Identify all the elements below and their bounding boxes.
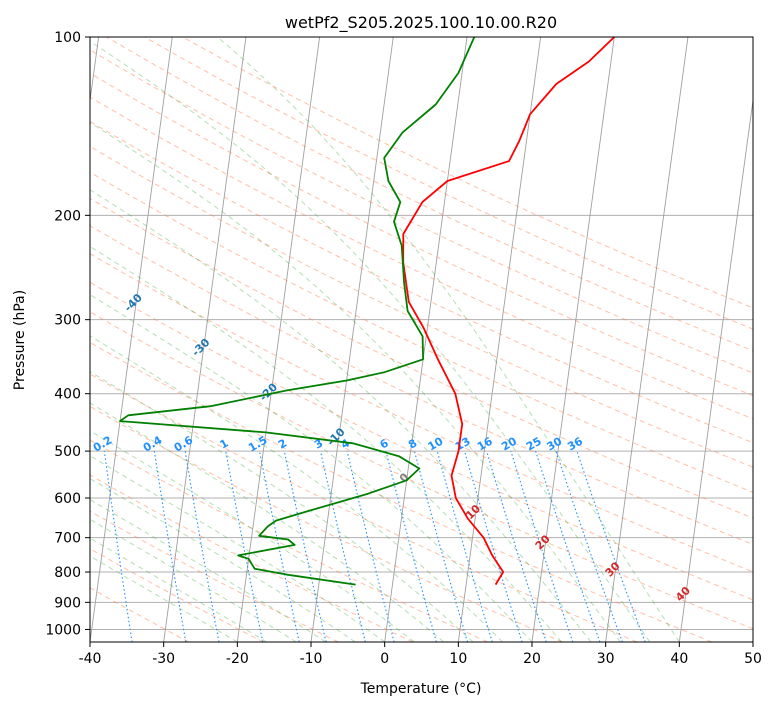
moist-adiabat: [217, 37, 680, 642]
y-tick-label: 800: [54, 565, 81, 581]
isotherm-line: [605, 37, 689, 642]
isotherm-line: [457, 37, 542, 642]
x-tick-label: 40: [670, 651, 688, 667]
chart-title: wetPf2_S205.2025.100.10.00.R20: [285, 13, 557, 33]
mixing-ratio-line: [385, 450, 437, 642]
dry-adiabat: [106, 37, 753, 352]
plot-frame: [89, 36, 754, 643]
dry-adiabat: [90, 405, 563, 642]
dry-adiabat: [90, 341, 712, 642]
mixing-ratio-line: [319, 450, 366, 642]
moist-adiabat: [90, 455, 385, 642]
isotherm-line: [236, 37, 321, 642]
x-tick-label: 0: [380, 651, 389, 667]
x-tick-label: -30: [152, 651, 175, 667]
mixing-ratio-line: [258, 450, 300, 642]
dry-adiabat: [90, 120, 753, 444]
x-tick-label: 10: [449, 651, 467, 667]
moist-adiabat: [90, 370, 474, 642]
y-tick-label: 500: [54, 444, 81, 460]
moist-adiabat: [90, 402, 444, 642]
dry-adiabat: [90, 439, 488, 642]
y-tick-label: 900: [54, 595, 81, 611]
dry-adiabat: [90, 225, 753, 546]
dry-adiabat: [90, 197, 753, 519]
mixing-ratio-line: [535, 450, 601, 642]
x-tick-label: -40: [79, 651, 102, 667]
mixing-ratio-line: [346, 450, 395, 642]
moist-adiabat: [90, 40, 651, 642]
moist-adiabat: [90, 555, 238, 642]
dry-adiabat: [90, 145, 753, 468]
x-tick-label: 50: [744, 651, 762, 667]
axes: -40 -30 -20 -10 0 10 20 30 40 50 1000 900 800 700 600 5…: [45, 30, 762, 667]
x-tick-label: -10: [300, 651, 323, 667]
dry-adiabat: [90, 548, 264, 642]
moist-adiabat: [90, 294, 533, 642]
mixing-ratio-line: [555, 450, 623, 642]
isotherm-line: [531, 37, 615, 642]
moist-adiabat: [90, 477, 356, 642]
y-tick-label: 100: [54, 30, 81, 46]
mixing-ratio-line: [413, 450, 469, 642]
dry-adiabat: [90, 373, 638, 642]
moist-adiabat: [90, 335, 503, 642]
mixing-ratio-line: [283, 450, 327, 642]
y-tick-label: 200: [54, 208, 81, 224]
x-tick-label: 20: [523, 651, 541, 667]
y-tick-label: 600: [54, 491, 81, 507]
mixing-ratio-line: [576, 450, 646, 642]
mixing-ratio-line: [486, 450, 547, 642]
y-tick-label: 300: [54, 313, 81, 329]
dry-adiabat: [90, 311, 753, 630]
y-axis-title: Pressure (hPa): [12, 290, 28, 390]
moist-adiabat: [90, 189, 592, 642]
y-tick-label: 700: [54, 531, 81, 547]
dry-adiabat: [182, 37, 753, 309]
dry-adiabat: [90, 253, 753, 573]
x-axis-title: Temperature (°C): [360, 681, 482, 697]
mixing-ratio-line: [464, 450, 523, 642]
dry-adiabat: [90, 72, 753, 397]
dewpoint-profile: [119, 37, 476, 586]
dry-adiabat: [90, 510, 339, 642]
x-tick-label: -20: [226, 651, 249, 667]
moist-adiabat: [90, 245, 562, 642]
x-tick-label: 30: [597, 651, 615, 667]
isotherm-line: [90, 37, 173, 642]
y-tick-label: 1000: [45, 622, 81, 638]
temperature-profile: [402, 37, 615, 586]
moist-adiabat: [90, 121, 621, 642]
isotherm-line: [163, 37, 247, 642]
mixing-ratio-line: [436, 450, 493, 642]
mixing-ratio-line: [225, 451, 264, 642]
moist-adiabat: [90, 537, 268, 642]
plot-area: 0.10.20.40.611.52346810131620253036-100-…: [90, 37, 753, 642]
isotherm-line: [384, 37, 468, 642]
mixing-ratio-line: [510, 450, 574, 642]
isotherm-line: [678, 97, 753, 642]
mixing-ratio-line: [103, 451, 133, 642]
y-tick-label: 400: [54, 387, 81, 403]
